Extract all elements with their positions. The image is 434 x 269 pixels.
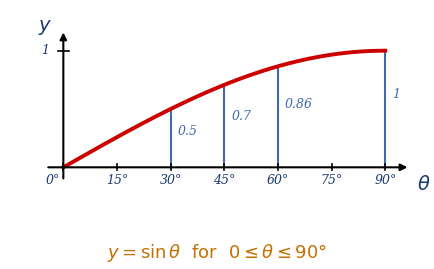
Text: 45°: 45°	[213, 174, 235, 187]
Text: 75°: 75°	[320, 174, 343, 187]
Text: 90°: 90°	[374, 174, 396, 187]
Text: 0.5: 0.5	[178, 125, 198, 138]
Text: $\theta$: $\theta$	[418, 175, 431, 194]
Text: 0.7: 0.7	[231, 110, 251, 123]
Text: 0°: 0°	[46, 174, 60, 187]
Text: 60°: 60°	[267, 174, 289, 187]
Text: $y = \sin\theta\ \ \mathrm{for}\ \ 0 \leq \theta \leq 90°$: $y = \sin\theta\ \ \mathrm{for}\ \ 0 \le…	[107, 242, 327, 264]
Text: 0.86: 0.86	[285, 98, 313, 111]
Text: 30°: 30°	[160, 174, 182, 187]
Text: 15°: 15°	[106, 174, 128, 187]
Text: 1: 1	[392, 89, 401, 101]
Text: $y$: $y$	[38, 18, 53, 37]
Text: 1: 1	[41, 44, 49, 57]
